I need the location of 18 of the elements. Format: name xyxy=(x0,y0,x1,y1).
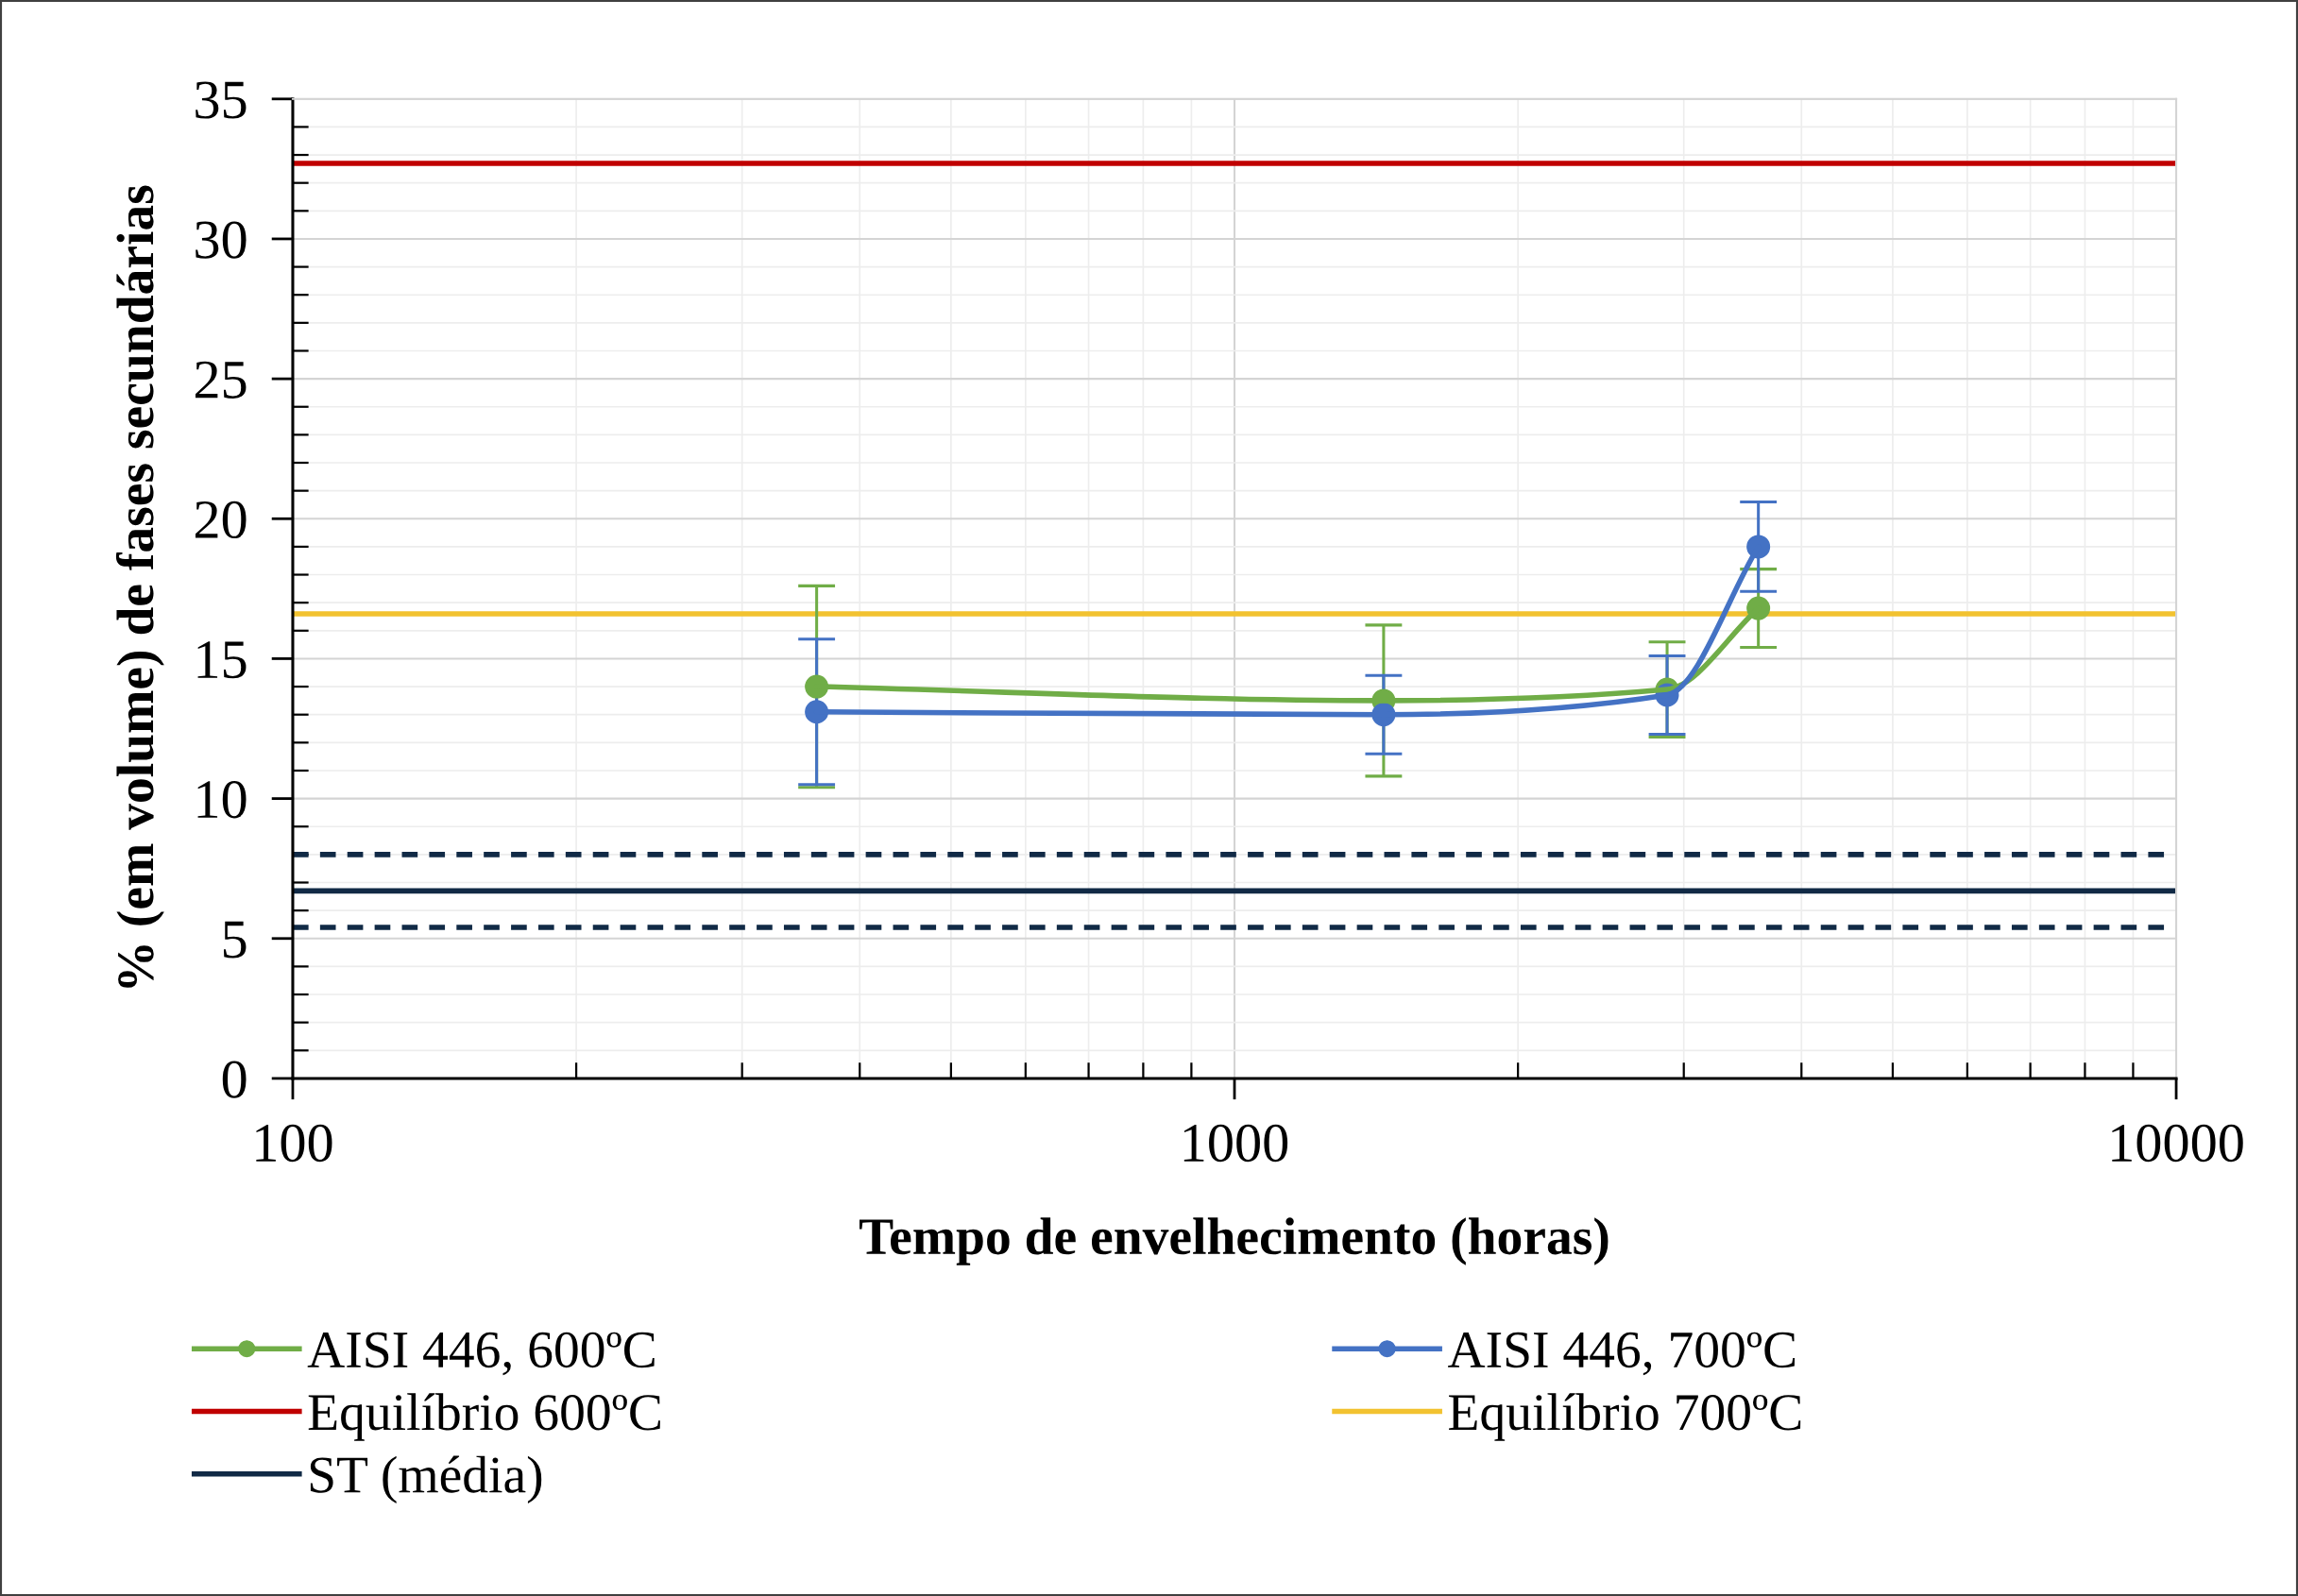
y-tick-label: 5 xyxy=(223,921,247,959)
x-tick-label: 10000 xyxy=(2112,1124,2243,1163)
y-tick-label: 10 xyxy=(197,781,247,819)
legend-label: AISI 446, 600ºC xyxy=(307,1332,655,1376)
y-tick-label: 0 xyxy=(222,1061,247,1098)
y-tick-label: 30 xyxy=(196,221,247,259)
y-tick-label: 25 xyxy=(195,361,247,399)
legend-label: Equilíbrio 700ºC xyxy=(1449,1393,1801,1441)
y-tick-label: 15 xyxy=(197,641,247,679)
y-axis-title: % (em volume) de fases secundárias xyxy=(115,185,164,988)
legend-label: Equilíbrio 600ºC xyxy=(308,1393,660,1441)
legend-label: ST (média) xyxy=(310,1455,542,1504)
y-tick-label: 20 xyxy=(195,501,247,539)
x-tick-label: 100 xyxy=(256,1124,332,1163)
y-tick-label: 35 xyxy=(196,81,247,119)
x-axis-title: Tempo de envelhecimento (horas) xyxy=(860,1217,1609,1265)
x-tick-label: 1000 xyxy=(1183,1124,1288,1163)
legend-label: AISI 446, 700ºC xyxy=(1448,1332,1796,1376)
